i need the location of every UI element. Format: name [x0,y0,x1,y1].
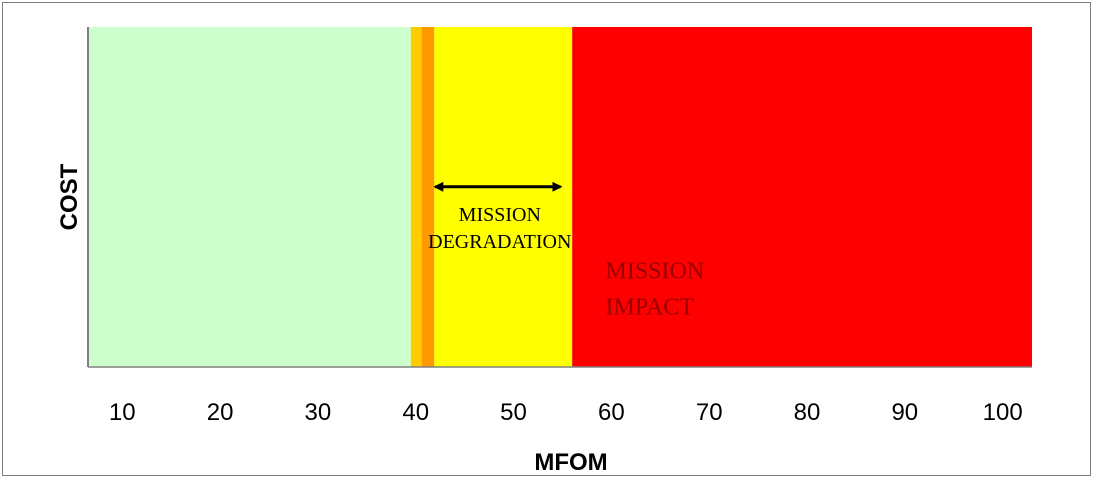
axes-layer [87,27,1032,368]
x-tick-label-90: 90 [891,399,918,426]
x-tick-label-80: 80 [794,399,821,426]
x-tick-label-40: 40 [402,399,429,426]
x-tick-label-10: 10 [109,399,136,426]
region-band-1 [88,27,411,367]
x-tick-label-50: 50 [500,399,527,426]
region-band-3 [421,27,435,367]
ticks-layer: 10 20 30 40 50 60 70 80 90 100 [109,399,1023,426]
x-tick-label-70: 70 [696,399,723,426]
annotation-2-line-2: IMPACT [606,295,695,321]
annotation-1-line-2: DEGRADATION [428,231,571,253]
y-axis-title: COST [56,163,83,230]
x-tick-label-30: 30 [305,399,332,426]
region-band-5 [572,27,1032,367]
x-tick-label-20: 20 [207,399,234,426]
regions-layer [88,27,1032,367]
x-tick-label-60: 60 [598,399,625,426]
x-axis-title: MFOM [534,449,607,476]
annotation-1-line-1: MISSION [459,204,541,226]
region-band-4 [434,27,573,367]
annotations-layer: MISSION DEGRADATION MISSION IMPACT [428,181,705,321]
region-band-2 [410,27,422,367]
annotation-2-line-1: MISSION [606,259,705,285]
x-tick-label-100: 100 [983,399,1023,426]
